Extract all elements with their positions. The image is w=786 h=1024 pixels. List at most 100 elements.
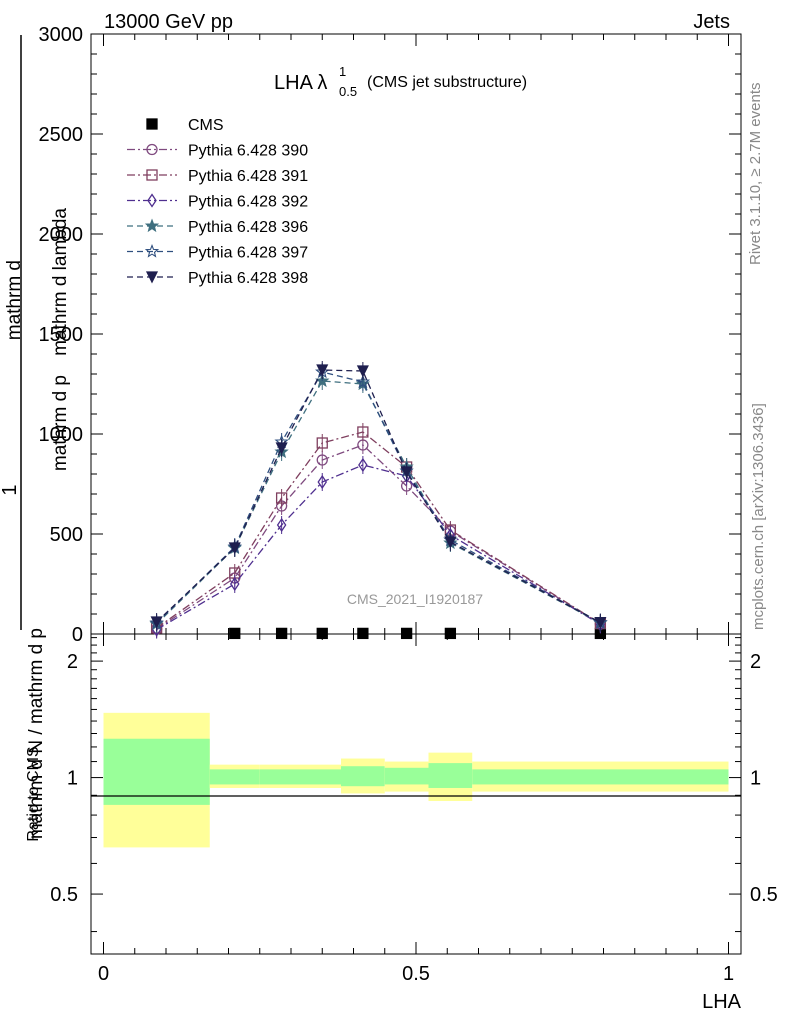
data-marker [316, 454, 328, 466]
ratio-y-tick-label: 2 [67, 651, 78, 673]
data-marker [146, 169, 158, 181]
ratio-y-tick-label-right: 1 [750, 768, 761, 790]
header-energy-label: 13000 GeV pp [104, 11, 233, 33]
data-marker [400, 466, 413, 479]
data-marker [275, 442, 288, 455]
title-sup: 1 [339, 64, 346, 79]
data-marker [150, 616, 163, 629]
series-pythia-6-428-392 [151, 456, 606, 639]
series-line [156, 371, 601, 624]
ratio-y-tick-label: 1 [67, 768, 78, 790]
series-layer [149, 361, 608, 640]
ratio-green-band [303, 769, 341, 785]
header-jets-label: Jets [693, 11, 730, 33]
legend-label: Pythia 6.428 391 [188, 168, 308, 185]
data-marker [316, 627, 328, 640]
ratio-green-band [472, 769, 729, 785]
data-marker [355, 374, 371, 389]
legend: CMS Pythia 6.428 390 Pythia 6.428 391 Pythi… [127, 117, 308, 287]
y-tick-label: 1500 [39, 324, 84, 346]
data-marker [357, 627, 369, 640]
rivet-version-label: Rivet 3.1.10, ≥ 2.7M events [747, 83, 764, 266]
series-line [156, 431, 601, 629]
legend-entry: Pythia 6.428 398 [127, 270, 308, 287]
data-marker [317, 474, 328, 490]
data-marker [228, 542, 241, 555]
legend-entry: CMS [146, 117, 224, 134]
data-marker [275, 492, 288, 504]
ratio-bands [103, 712, 729, 848]
ylabel-frac2-numerator: mathrm d [4, 260, 25, 340]
x-tick-label: 0.5 [402, 963, 430, 985]
legend-label: Pythia 6.428 390 [188, 143, 308, 160]
series-line [156, 464, 601, 631]
data-marker [146, 118, 158, 130]
analysis-watermark: CMS_2021_I1920187 [347, 591, 483, 607]
data-marker [144, 218, 160, 233]
series-line [156, 369, 601, 624]
data-marker [594, 616, 607, 630]
data-marker [357, 426, 369, 438]
y-tick-label: 3000 [39, 24, 84, 46]
ylabel-frac2-den-rest: mathrm d lambda [50, 208, 71, 356]
data-marker [144, 243, 160, 258]
y-tick-label: 1000 [39, 424, 84, 446]
legend-entry: Pythia 6.428 391 [127, 168, 308, 185]
legend-entry: Pythia 6.428 390 [127, 143, 308, 160]
x-tick-label: 1 [723, 963, 734, 985]
data-marker [316, 364, 329, 377]
data-marker [229, 627, 241, 640]
ylabel-numerator: 1 [0, 484, 21, 495]
series-line [156, 444, 601, 630]
ratio-axis-ticks: 0.5 0.5 1 1 2 2 0 0.5 1 [50, 634, 778, 985]
data-marker [356, 365, 369, 378]
y-tick-label: 500 [50, 524, 83, 546]
y-tick-label: 2000 [39, 224, 84, 246]
data-marker [276, 517, 287, 533]
data-marker [400, 627, 413, 640]
ratio-green-band [103, 738, 210, 805]
ratio-green-band [384, 767, 429, 785]
data-marker [146, 143, 158, 156]
legend-label: Pythia 6.428 396 [188, 219, 308, 236]
legend-label: CMS [188, 117, 224, 134]
title-suffix: (CMS jet substructure) [367, 74, 527, 91]
legend-entry: Pythia 6.428 392 [127, 193, 308, 211]
ratio-y-tick-label-right: 2 [750, 651, 761, 673]
ratio-green-band [209, 769, 260, 785]
data-marker [147, 193, 157, 208]
main-axis-ticks: 0 500 1000 1500 2000 2500 3000 [39, 24, 741, 646]
y-tick-label: 2500 [39, 124, 84, 146]
data-marker [358, 457, 368, 473]
plot-title: LHA λ 1 0.5 (CMS jet substructure) [274, 64, 527, 99]
ratio-green-band [341, 766, 385, 787]
legend-label: Pythia 6.428 397 [188, 245, 308, 262]
title-sub: 0.5 [339, 84, 357, 99]
mcplots-label: mcplots.cern.ch [arXiv:1306.3436] [750, 403, 767, 630]
title-main: LHA λ [274, 72, 327, 94]
y-tick-label: 0 [72, 624, 83, 646]
data-marker [316, 437, 328, 449]
ratio-y-tick-label: 0.5 [50, 884, 78, 906]
ratio-y-tick-label-right: 0.5 [750, 884, 778, 906]
legend-entry: Pythia 6.428 396 [127, 218, 308, 236]
x-axis-label: LHA [702, 991, 742, 1013]
series-pythia-6-428-398 [150, 361, 607, 632]
main-y-axis-label: 1 mathrm d N / mathrm d p mathrm d mathr… [0, 35, 71, 839]
legend-entry: Pythia 6.428 397 [127, 243, 308, 262]
ratio-y-axis-label: Ratio to CMS [25, 746, 42, 841]
data-marker [444, 627, 457, 640]
x-tick-label: 0 [98, 963, 109, 985]
data-marker [444, 536, 457, 549]
series-pythia-6-428-390 [150, 436, 607, 638]
series-cms [229, 627, 607, 640]
ratio-green-band [428, 763, 473, 788]
data-marker [275, 627, 288, 640]
ylabel-denominator: mathrm d N / mathrm d p [26, 628, 47, 839]
ratio-green-band [259, 769, 304, 785]
legend-label: Pythia 6.428 392 [188, 194, 308, 211]
ylabel-frac2-denominator: mathrm d p [50, 375, 71, 471]
data-marker [145, 271, 159, 284]
data-marker [229, 576, 240, 592]
